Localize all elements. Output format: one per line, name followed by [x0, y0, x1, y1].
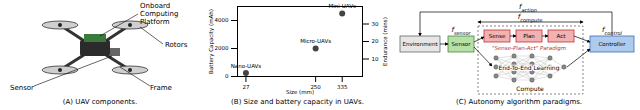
svg-text:Battery Capacity (mAh): Battery Capacity (mAh) — [208, 9, 215, 74]
svg-text:fcontrol: fcontrol — [602, 26, 623, 36]
svg-text:Rotors: Rotors — [165, 41, 188, 49]
svg-text:Act: Act — [557, 33, 567, 39]
svg-text:Environment: Environment — [402, 41, 438, 47]
svg-text:335: 335 — [337, 84, 348, 90]
svg-text:Sense: Sense — [489, 33, 506, 39]
svg-text:Platform: Platform — [140, 18, 170, 26]
svg-text:30: 30 — [372, 21, 379, 27]
svg-text:Sensor: Sensor — [10, 84, 34, 92]
svg-text:"Sense-Plan-Act" Paradigm: "Sense-Plan-Act" Paradigm — [492, 45, 566, 52]
svg-text:Size (mm): Size (mm) — [286, 89, 314, 95]
html-text:(A) UAV components.: (A) UAV components. — [62, 98, 138, 106]
svg-text:faction: faction — [519, 3, 537, 13]
svg-text:0: 0 — [225, 73, 229, 79]
svg-text:2000: 2000 — [215, 45, 229, 51]
svg-text:Frame: Frame — [150, 84, 172, 92]
svg-text:250: 250 — [310, 84, 321, 91]
svg-text:Onboard: Onboard — [140, 2, 170, 10]
svg-text:20: 20 — [372, 38, 379, 44]
svg-text:fcompute: fcompute — [517, 13, 543, 23]
svg-text:10: 10 — [372, 56, 379, 62]
svg-text:End-To-End Learning: End-To-End Learning — [499, 64, 560, 72]
svg-text:Endurance (mins): Endurance (mins) — [382, 17, 388, 66]
html-text:(B) Size and battery capacity: (B) Size and battery capacity in UAVs. — [231, 98, 364, 106]
html-text:(C) Autonomy algorithm paradig: (C) Autonomy algorithm paradigms. — [455, 98, 583, 106]
svg-text:fsensor: fsensor — [451, 26, 471, 36]
svg-text:27: 27 — [242, 84, 249, 90]
svg-text:Micro-UAVs: Micro-UAVs — [300, 38, 331, 44]
svg-text:Computing: Computing — [140, 10, 178, 18]
svg-text:Compute: Compute — [516, 85, 544, 93]
svg-text:4000: 4000 — [215, 17, 229, 23]
svg-text:Sensor: Sensor — [452, 41, 472, 47]
svg-text:Controller: Controller — [598, 41, 626, 47]
svg-text:Nano-UAVs: Nano-UAVs — [231, 63, 262, 69]
svg-text:Plan: Plan — [523, 33, 535, 39]
svg-text:Mini-UAVs: Mini-UAVs — [329, 3, 356, 9]
